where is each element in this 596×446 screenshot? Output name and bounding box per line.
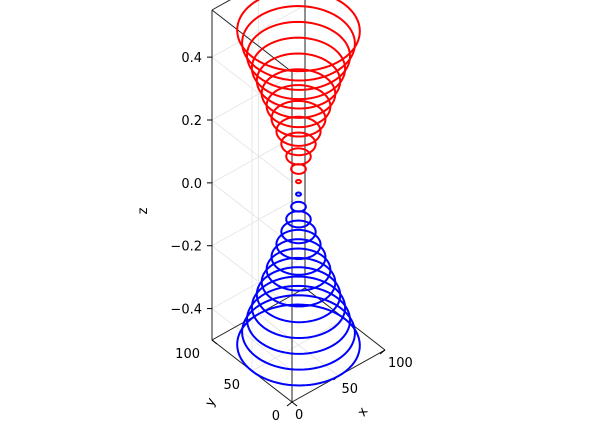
series-ring [275,228,322,260]
z-axis-label: z [136,207,151,214]
grid-line [211,4,306,58]
series-ring [255,52,342,110]
series-ring [260,256,337,308]
series-ring [290,163,307,175]
series-ring [241,5,356,82]
z-tick-label: −0.2 [170,240,202,255]
x-tick [286,401,293,407]
y-tick-label: 0 [272,409,280,424]
series-ring [280,131,317,157]
y-tick [211,339,218,345]
z-tick-label: 0.2 [181,114,202,129]
grid-line [211,56,293,120]
y-axis-label: y [202,395,219,409]
rings-layer [236,0,361,387]
series-ring [295,191,302,197]
z-tick-label: −0.4 [170,303,202,318]
series-ring [265,247,332,292]
ticks-layer: 0 50 100 0 50 100 −0.4 −0.2 0.0 0.2 0.4 [170,51,412,424]
series-ring [236,303,361,387]
series-ring [295,178,302,185]
z-tick-label: 0.0 [181,177,202,192]
series-ring [245,20,352,91]
z-tick-label: 0.4 [181,51,202,66]
series-ring [285,210,312,229]
grid-line [211,119,293,183]
series-ring [275,115,322,147]
y-tick-label: 100 [175,347,200,362]
series-ring [241,294,356,371]
x-tick [379,349,386,355]
series-ring [290,200,307,213]
series-ring [245,284,352,355]
x-tick-label: 100 [388,356,413,371]
x-axis-label: x [355,404,372,419]
x-tick-label: 0 [295,408,303,423]
series-ring [270,99,327,138]
grid-line [211,130,306,184]
series-ring [236,0,361,73]
y-tick [291,401,298,407]
box-edge [211,0,231,11]
y-tick-label: 50 [223,378,240,393]
series-ring [255,266,342,324]
series-ring [265,84,332,129]
grid-line [211,67,306,121]
grid-line [211,193,306,247]
series-ring [285,147,312,166]
series-ring [260,68,337,119]
x-tick-label: 50 [342,382,359,397]
series-ring [250,36,347,101]
grid-line [211,308,293,371]
grid-line [211,256,306,309]
series-ring [270,238,327,276]
grid-line [211,182,293,246]
